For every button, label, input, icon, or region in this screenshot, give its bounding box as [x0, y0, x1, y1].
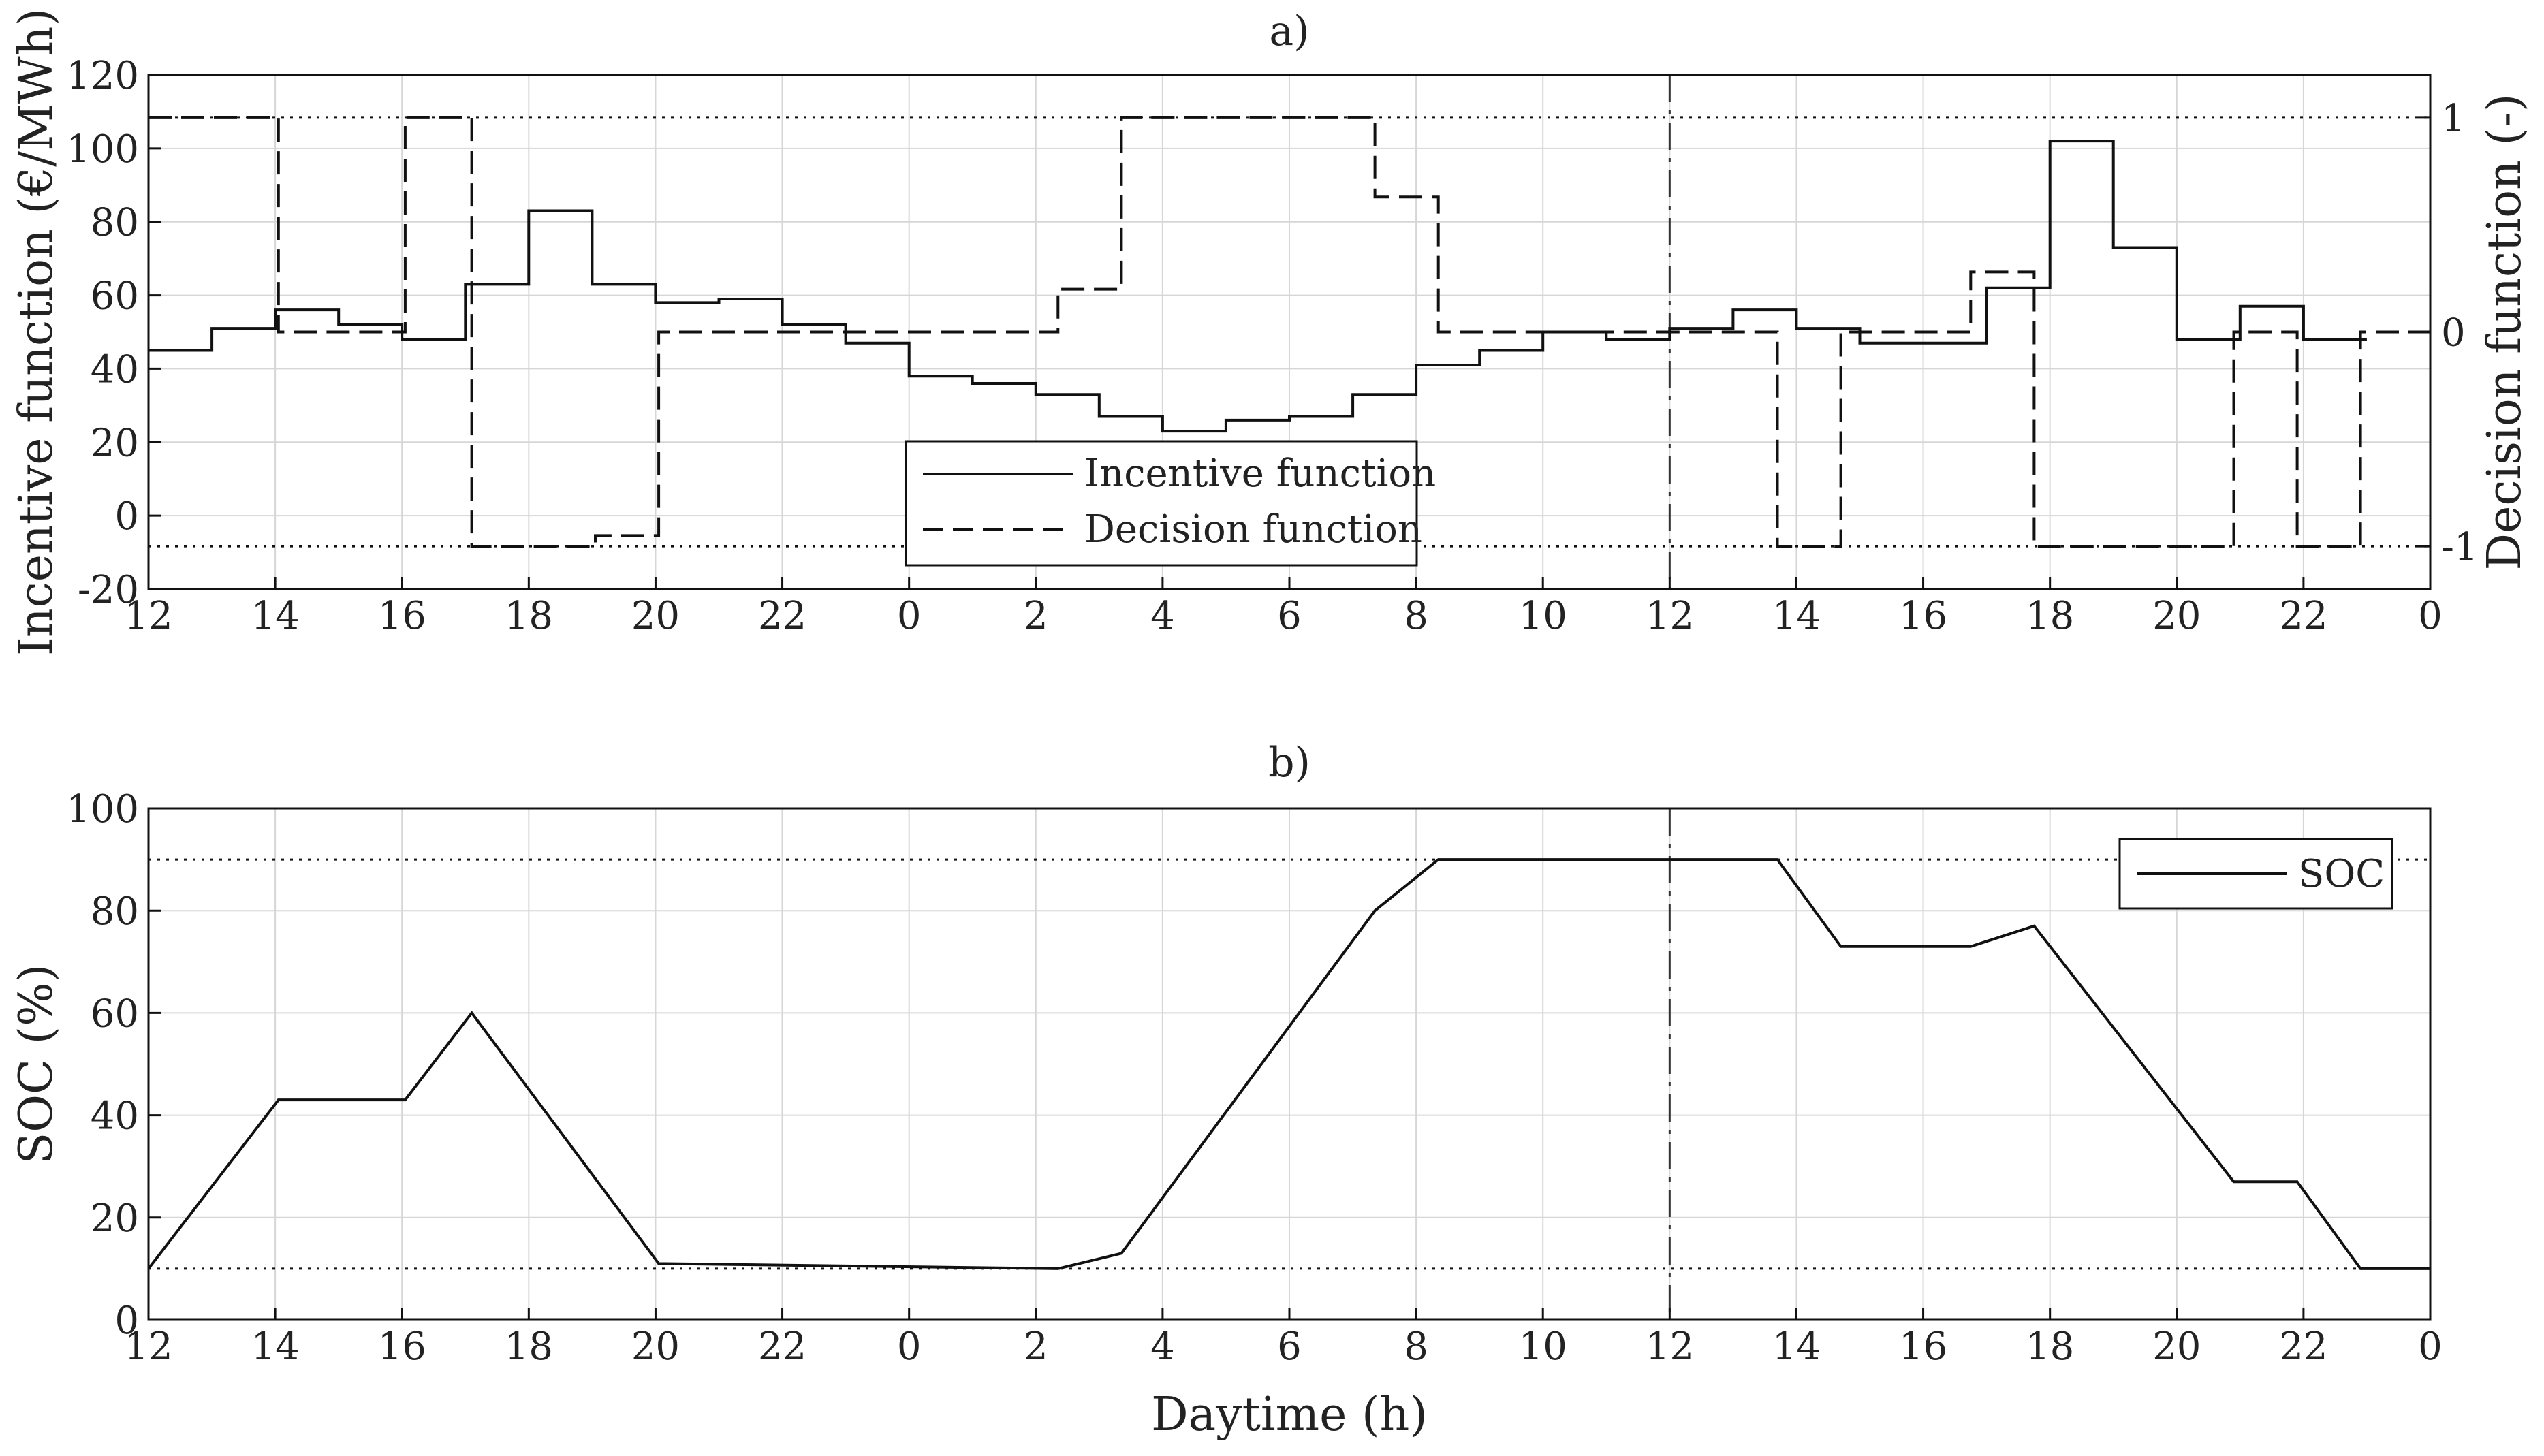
chart-a-y2-axis-label: Decision function (-)	[2478, 94, 2532, 571]
chart-a-legend-box	[905, 440, 1418, 567]
chart-a-series-incentive-function	[148, 140, 2367, 433]
chart-a-x-tick-label: 18	[505, 594, 553, 638]
chart-b-x-tick-label: 6	[1277, 1325, 1302, 1369]
chart-b-x-tick-label: 16	[378, 1325, 426, 1369]
chart-a-y-axis: -20 0 20 40 60 80 100 120	[66, 54, 161, 612]
chart-b-x-tick-label: 12	[124, 1325, 172, 1369]
chart-a-y-tick-label: 0	[114, 494, 139, 539]
chart-b-x-tick-label: 20	[631, 1325, 680, 1369]
chart-b-x-tick-label: 10	[1519, 1325, 1567, 1369]
chart-b-series-soc	[147, 858, 2430, 1270]
chart-b-x-tick-label: 20	[2152, 1325, 2201, 1369]
chart-a-title: a)	[1269, 7, 1309, 55]
chart-b-x-tick-label: 2	[1024, 1325, 1048, 1369]
chart-b-x-tick-label: 22	[2279, 1325, 2327, 1369]
chart-a-x-tick-label: 2	[1024, 594, 1048, 638]
chart-a-x-tick-label: 12	[124, 594, 172, 638]
chart-a-x-tick-label: 18	[2026, 594, 2074, 638]
chart-b-x-tick-label: 0	[2418, 1325, 2443, 1369]
chart-b-x-axis: 12 14 16 18 20 22 0 2 4 6 8 10 12 14 16 18 20 22 0	[124, 1308, 2443, 1369]
chart-b-y-tick-label: 20	[91, 1197, 139, 1241]
chart-b-x-tick-label: 0	[897, 1325, 922, 1369]
chart-a-x-tick-label: 8	[1404, 594, 1428, 638]
chart-b-y-tick-label: 40	[91, 1094, 139, 1139]
chart-b-y-tick-label: 100	[66, 787, 139, 832]
chart-a-x-tick-label: 6	[1277, 594, 1302, 638]
chart-b-y-axis-label: SOC (%)	[10, 964, 63, 1165]
chart-a-y-tick-label: 100	[66, 127, 139, 172]
chart-b-x-tick-label: 4	[1150, 1325, 1175, 1369]
chart-a-x-tick-label: 4	[1150, 594, 1175, 638]
chart-a-x-tick-label: 22	[2279, 594, 2327, 638]
chart-a-y-tick-label: 80	[91, 201, 139, 245]
legend-label-incentive-function: Incentive function	[1084, 452, 1436, 496]
chart-b-title: b)	[1268, 739, 1310, 787]
chart-a-legend: Incentive function Decision function	[905, 440, 1436, 567]
chart-a-x-tick-label: 0	[897, 594, 922, 638]
chart-b-grid	[148, 808, 2431, 1320]
chart-a-y-tick-label: 120	[66, 54, 139, 98]
chart-b-y-tick-label: 80	[91, 889, 139, 934]
chart-a-y2-axis: -1 0 1	[2418, 97, 2479, 569]
chart-a-y2-tick-label: 0	[2441, 311, 2466, 355]
chart-a: a) Incentive function (€/MWh) Decision f…	[10, 7, 2532, 656]
chart-b: b) SOC (%) Daytime (h) 12 14 16 18 20 22 0 2 4 6 8…	[10, 739, 2443, 1442]
chart-b-x-tick-label: 14	[1772, 1325, 1821, 1369]
chart-b-x-axis-label: Daytime (h)	[1151, 1388, 1428, 1442]
chart-a-x-tick-label: 14	[251, 594, 299, 638]
chart-b-x-tick-label: 12	[1646, 1325, 1694, 1369]
chart-a-y-tick-label: 60	[91, 274, 139, 319]
chart-a-x-tick-label: 22	[758, 594, 806, 638]
chart-a-y-axis-label: Incentive function (€/MWh)	[10, 8, 63, 656]
chart-a-y-tick-label: 40	[91, 347, 139, 392]
chart-b-y-tick-label: 0	[114, 1299, 139, 1343]
chart-b-x-tick-label: 14	[251, 1325, 299, 1369]
chart-b-y-tick-label: 60	[91, 992, 139, 1036]
chart-a-x-tick-label: 14	[1772, 594, 1821, 638]
chart-a-x-tick-label: 0	[2418, 594, 2443, 638]
chart-b-x-tick-label: 18	[2026, 1325, 2074, 1369]
chart-a-x-axis: 12 14 16 18 20 22 0 2 4 6 8 10 12 14 16 18 20 22 0	[124, 577, 2443, 638]
chart-a-y2-tick-label: -1	[2441, 525, 2479, 569]
chart-b-y-axis: 0 20 40 60 80 100	[66, 787, 161, 1343]
chart-a-x-tick-label: 20	[2152, 594, 2201, 638]
chart-b-x-tick-label: 8	[1404, 1325, 1428, 1369]
legend-label-decision-function: Decision function	[1084, 507, 1422, 552]
chart-a-x-tick-label: 16	[1899, 594, 1947, 638]
chart-b-x-tick-label: 18	[505, 1325, 553, 1369]
chart-a-x-tick-label: 16	[378, 594, 426, 638]
chart-b-x-tick-label: 16	[1899, 1325, 1947, 1369]
chart-a-x-tick-label: 20	[631, 594, 680, 638]
chart-b-x-tick-label: 22	[758, 1325, 806, 1369]
chart-a-y-tick-label: 20	[91, 421, 139, 465]
chart-a-y2-tick-label: 1	[2441, 97, 2466, 141]
chart-a-y-tick-label: -20	[78, 568, 139, 612]
chart-b-legend: SOC	[2118, 838, 2393, 910]
chart-a-x-tick-label: 12	[1646, 594, 1694, 638]
chart-a-series-decision-function	[148, 116, 2430, 548]
legend-label-soc: SOC	[2298, 852, 2385, 896]
chart-a-x-tick-label: 10	[1519, 594, 1567, 638]
